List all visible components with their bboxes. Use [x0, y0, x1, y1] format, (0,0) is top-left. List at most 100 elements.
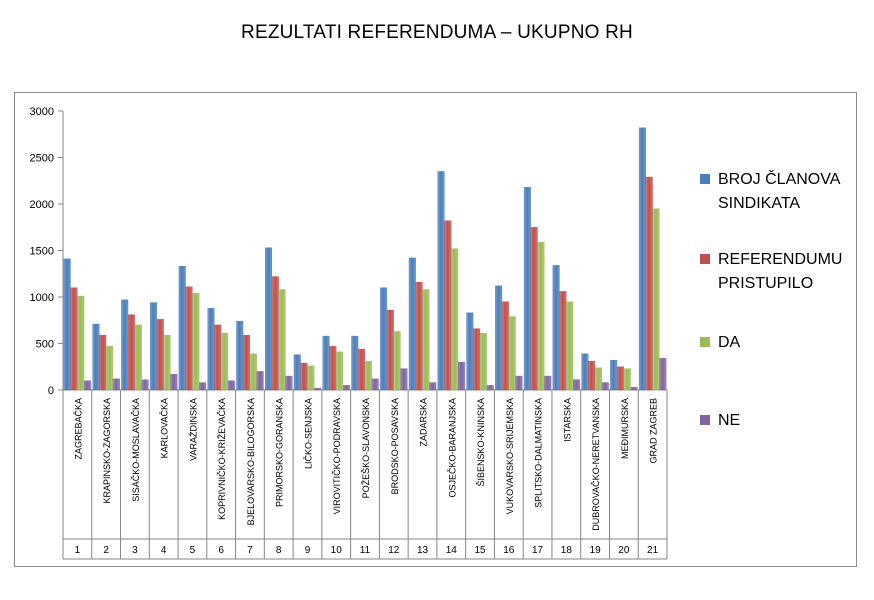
- category-number: 11: [360, 545, 371, 556]
- bar: [163, 334, 171, 391]
- chart-title: REZULTATI REFERENDUMA – UKUPNO RH: [241, 22, 633, 43]
- category-label: DUBROVAČKO-NERETVANSKA: [591, 398, 601, 531]
- y-tick-label: 2500: [30, 153, 54, 165]
- legend-swatch: [700, 174, 710, 184]
- bar: [307, 365, 315, 391]
- legend-swatch: [700, 415, 710, 425]
- category-label: LIČKO-SENJSKA: [303, 398, 313, 469]
- bar: [400, 368, 408, 391]
- category-number: 5: [190, 545, 196, 556]
- bar: [156, 319, 164, 391]
- y-tick-label: 3000: [30, 106, 54, 118]
- bar: [652, 208, 660, 391]
- bar: [601, 382, 609, 391]
- bar: [227, 380, 235, 391]
- category-number: 3: [132, 545, 138, 556]
- bar: [429, 382, 437, 391]
- bar: [207, 307, 215, 391]
- bar: [581, 353, 589, 391]
- category-label: KARLOVAČKA: [160, 398, 170, 458]
- bars-layer: [63, 127, 667, 391]
- bar: [128, 314, 136, 391]
- bar: [300, 362, 308, 391]
- category-number: 7: [247, 545, 253, 556]
- category-number: 15: [474, 545, 486, 556]
- bar: [293, 354, 301, 391]
- bar: [530, 227, 538, 391]
- bar: [638, 127, 646, 391]
- bar: [70, 287, 78, 391]
- bar: [329, 346, 337, 391]
- bar: [479, 333, 487, 391]
- bar: [408, 257, 416, 391]
- category-number: 14: [446, 545, 458, 556]
- bar: [559, 291, 567, 391]
- bar: [322, 335, 330, 391]
- legend-label: BROJ ČLANOVA SINDIKATA: [718, 171, 840, 212]
- legend-label: NE: [718, 412, 741, 429]
- bar: [99, 334, 107, 391]
- bar: [588, 360, 596, 391]
- bar: [199, 382, 207, 391]
- bar: [112, 378, 120, 391]
- bar: [214, 324, 222, 391]
- bar: [623, 368, 631, 391]
- bar: [92, 323, 100, 391]
- bar: [473, 328, 481, 391]
- category-number: 18: [561, 545, 573, 556]
- legend-label: REFERENDUMU PRISTUPILO: [718, 251, 843, 292]
- bar: [342, 385, 350, 391]
- category-number: 19: [590, 545, 602, 556]
- category-label: ZADARSKA: [419, 398, 429, 447]
- bar: [566, 301, 574, 391]
- bar: [380, 287, 388, 391]
- legend-item: DA: [700, 331, 868, 355]
- bar: [616, 366, 624, 391]
- category-number: 8: [276, 545, 282, 556]
- bar: [537, 241, 545, 391]
- bar: [364, 360, 372, 391]
- category-label: OSJEČKO-BARANJSKA: [447, 398, 457, 498]
- legend-label: DA: [718, 334, 741, 351]
- bar: [645, 176, 653, 391]
- bar: [256, 371, 264, 391]
- bar: [265, 247, 273, 391]
- category-label: MEĐIMURSKA: [620, 398, 630, 459]
- bar: [249, 353, 257, 391]
- category-number: 1: [75, 545, 81, 556]
- bar: [236, 320, 244, 391]
- legend-swatch: [700, 254, 710, 264]
- category-number: 6: [218, 545, 224, 556]
- bar: [84, 380, 92, 391]
- category-label: GRAD ZAGREB: [649, 398, 659, 464]
- category-label: KOPRIVNIČKO-KRIŽEVAČKA: [217, 398, 227, 520]
- bar: [134, 324, 142, 391]
- bar: [466, 312, 474, 391]
- category-label: VIROVITIČKO-PODRAVSKA: [332, 398, 342, 514]
- bar: [444, 220, 452, 391]
- y-tick-label: 0: [48, 385, 54, 397]
- category-number: 12: [388, 545, 400, 556]
- bar: [508, 316, 516, 391]
- category-number: 10: [331, 545, 343, 556]
- bar: [170, 373, 178, 391]
- bar: [610, 360, 618, 391]
- category-label: VUKOVARSKO-SRIJEMSKA: [505, 398, 515, 514]
- legend-item: BROJ ČLANOVA SINDIKATA: [700, 168, 868, 216]
- bar: [221, 333, 229, 391]
- bar: [573, 379, 581, 391]
- category-label: SPLITSKO-DALMATINSKA: [534, 398, 544, 508]
- category-label: ŠIBENSKO-KNINSKA: [476, 398, 486, 487]
- category-label: VARAŽDINSKA: [188, 398, 198, 461]
- bar: [178, 266, 186, 391]
- bar: [451, 248, 459, 391]
- bar: [386, 309, 394, 391]
- bar: [552, 265, 560, 391]
- bar: [336, 351, 344, 391]
- legend-item: REFERENDUMU PRISTUPILO: [700, 248, 868, 296]
- category-number: 20: [618, 545, 630, 556]
- bar: [371, 378, 379, 391]
- category-label: BJELOVARSKO-BILOGORSKA: [246, 398, 256, 525]
- bar: [544, 375, 552, 391]
